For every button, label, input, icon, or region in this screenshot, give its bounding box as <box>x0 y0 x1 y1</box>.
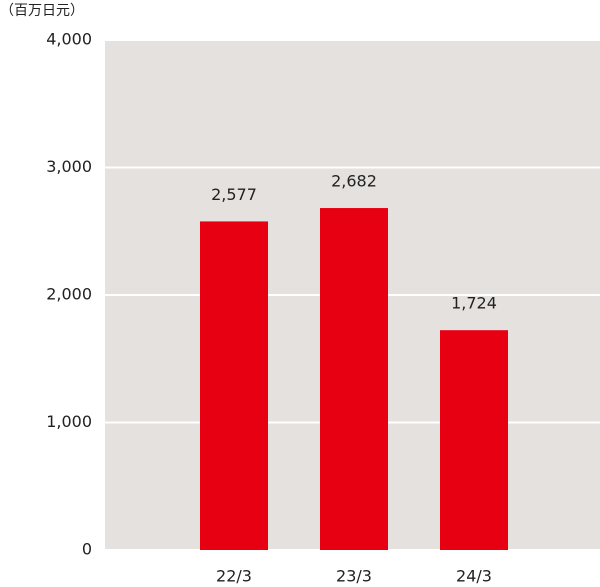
bar <box>200 221 268 550</box>
x-tick-label: 23/3 <box>336 567 372 586</box>
bar <box>320 208 388 551</box>
y-tick-label: 2,000 <box>46 285 92 304</box>
bar <box>440 330 508 550</box>
value-label: 2,577 <box>211 185 257 204</box>
value-label: 2,682 <box>331 172 377 191</box>
x-tick-label: 24/3 <box>456 567 492 586</box>
unit-label: （百万日元） <box>0 3 84 19</box>
value-label: 1,724 <box>451 294 497 313</box>
y-tick-label: 3,000 <box>46 157 92 176</box>
y-tick-label: 1,000 <box>46 412 92 431</box>
y-tick-label: 0 <box>82 540 92 559</box>
y-tick-label: 4,000 <box>46 30 92 49</box>
x-tick-label: 22/3 <box>216 567 252 586</box>
